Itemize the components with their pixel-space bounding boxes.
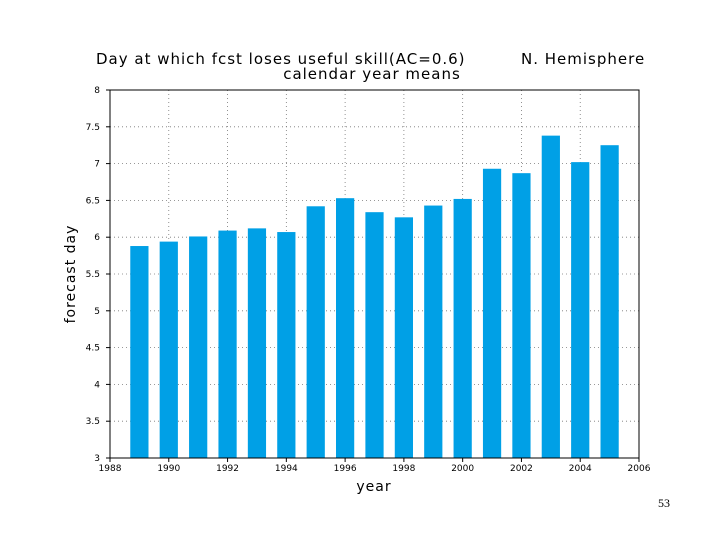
y-tick-label: 8 xyxy=(94,86,100,96)
bar xyxy=(512,173,531,458)
bar xyxy=(189,236,208,458)
bar xyxy=(277,232,296,458)
bar xyxy=(482,168,502,458)
y-axis-label: forecast day xyxy=(63,225,79,324)
x-tick-label: 1992 xyxy=(216,464,239,474)
bar xyxy=(159,241,178,458)
bars xyxy=(130,135,619,459)
x-tick-label: 2006 xyxy=(628,464,651,474)
x-tick-label: 2002 xyxy=(510,464,533,474)
x-tick-label: 1998 xyxy=(392,464,415,474)
y-axis-ticks: 3 3.5 4 4.5 5 5.5 6 6.5 7 7.5 8 xyxy=(86,86,110,464)
y-tick-label: 3.5 xyxy=(86,417,100,427)
chart-title-region: N. Hemisphere xyxy=(521,50,645,68)
chart-subtitle: calendar year means xyxy=(283,65,461,83)
bar xyxy=(453,198,472,459)
bar xyxy=(571,162,590,459)
y-tick-label: 5.5 xyxy=(86,270,100,280)
bar xyxy=(306,206,325,458)
y-tick-label: 7.5 xyxy=(86,123,100,133)
bar xyxy=(247,228,267,458)
bar xyxy=(424,205,443,458)
bar xyxy=(365,212,384,458)
y-tick-label: 4.5 xyxy=(86,344,100,354)
bar xyxy=(600,145,619,458)
plot-frame xyxy=(109,89,640,459)
y-tick-label: 6.5 xyxy=(86,196,100,206)
x-axis-ticks: 1988 1990 1992 1994 1996 1998 2000 2002 2004 2006 xyxy=(99,458,651,474)
bar xyxy=(218,230,237,458)
x-axis-label: year xyxy=(356,479,391,495)
x-tick-label: 2004 xyxy=(569,464,592,474)
y-tick-label: 7 xyxy=(94,160,100,170)
x-tick-label: 1994 xyxy=(275,464,298,474)
y-tick-label: 3 xyxy=(94,454,100,464)
x-tick-label: 1996 xyxy=(334,464,357,474)
bar xyxy=(336,198,355,458)
y-tick-label: 6 xyxy=(94,233,100,243)
y-tick-label: 4 xyxy=(94,380,100,390)
x-tick-label: 1988 xyxy=(99,464,122,474)
y-tick-label: 5 xyxy=(94,307,100,317)
page-number: 53 xyxy=(658,496,670,510)
x-tick-label: 2000 xyxy=(451,464,474,474)
bar xyxy=(394,217,413,458)
bar xyxy=(130,246,149,458)
x-tick-label: 1990 xyxy=(157,464,180,474)
bar xyxy=(541,135,560,458)
chart-title: Day at which fcst loses useful skill(AC=… xyxy=(96,50,466,68)
